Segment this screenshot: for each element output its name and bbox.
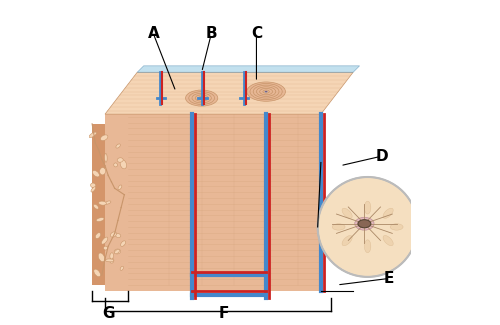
Ellipse shape [383,236,393,246]
Ellipse shape [105,201,111,204]
Ellipse shape [90,183,96,188]
Ellipse shape [342,236,352,246]
Text: E: E [384,271,394,286]
Ellipse shape [192,93,212,103]
Ellipse shape [100,168,105,175]
Text: C: C [251,26,262,41]
Ellipse shape [110,258,114,263]
Ellipse shape [120,241,126,246]
Ellipse shape [96,218,104,222]
Ellipse shape [186,90,218,106]
Ellipse shape [92,171,100,177]
Ellipse shape [98,201,106,205]
Ellipse shape [118,185,122,190]
Ellipse shape [332,224,345,230]
Ellipse shape [89,132,96,137]
Ellipse shape [198,97,205,100]
Ellipse shape [256,87,276,97]
Ellipse shape [250,84,282,100]
Text: F: F [219,306,230,321]
Ellipse shape [253,85,279,98]
Ellipse shape [102,237,108,244]
Text: B: B [206,26,217,41]
Ellipse shape [100,135,108,141]
Ellipse shape [383,208,393,218]
Ellipse shape [116,144,120,148]
Polygon shape [105,72,353,114]
Ellipse shape [390,224,403,230]
Ellipse shape [94,269,100,277]
Ellipse shape [120,160,126,169]
Ellipse shape [354,217,374,230]
Ellipse shape [106,259,114,262]
Ellipse shape [114,250,119,254]
Ellipse shape [263,90,270,93]
Ellipse shape [342,208,352,218]
Ellipse shape [114,163,117,167]
Ellipse shape [110,232,116,237]
Ellipse shape [189,92,214,105]
Ellipse shape [200,98,203,99]
Ellipse shape [364,240,371,253]
Ellipse shape [114,249,120,254]
Ellipse shape [247,82,286,101]
Ellipse shape [98,253,104,262]
Ellipse shape [264,91,268,92]
Text: A: A [148,26,159,41]
Ellipse shape [195,95,208,101]
Text: D: D [376,149,388,163]
Ellipse shape [104,153,107,162]
Polygon shape [105,114,321,292]
Ellipse shape [120,266,124,270]
Ellipse shape [91,187,96,192]
Ellipse shape [96,233,100,239]
Ellipse shape [94,204,98,209]
Circle shape [318,177,418,277]
Ellipse shape [117,158,123,162]
Polygon shape [92,124,128,285]
Text: G: G [102,306,115,321]
Polygon shape [137,66,360,72]
Ellipse shape [110,253,114,259]
Ellipse shape [260,88,272,95]
Ellipse shape [364,201,371,214]
Ellipse shape [104,246,108,250]
Ellipse shape [358,220,371,228]
Ellipse shape [266,91,267,92]
Ellipse shape [116,234,121,238]
